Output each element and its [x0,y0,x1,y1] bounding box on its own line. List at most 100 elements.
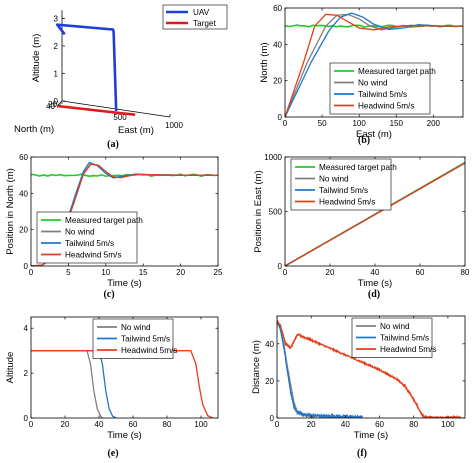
x-tick-label: 5 [66,268,71,277]
legend-entry: Measured target path [65,216,143,225]
legend-entry: Tailwind 5m/s [121,335,170,344]
x-axis-label: Time (s) [107,430,141,441]
east-tick-label: 500 [113,113,127,122]
x-tick-label: 200 [427,119,441,128]
panel-c: 0 5 10 15 20 25 0 20 40 60 Time (s) Position in Nor… [5,153,223,300]
legend-entry: Tailwind 5m/s [358,90,407,99]
legend-entry: Target [193,19,216,28]
legend: UAV Target [162,4,228,30]
panel-f: 0 20 40 60 80 100 0 20 40 Time (s) Distance (m) No … [251,315,466,459]
y-tick-label: 0 [270,414,275,423]
series-line-red [285,13,463,117]
series-line-blue [31,350,117,418]
z-tick-label: 0 [54,97,59,106]
panel-label-d: (d) [368,289,380,300]
legend-box [162,4,228,30]
legend: Measured target path No wind Tailwind 5m/s… [329,62,436,115]
y-tick-label: 0 [278,113,283,122]
x-axis-label: Time (s) [107,278,141,289]
y-tick-label: 4 [24,324,29,333]
x-axis-label: Time (s) [354,430,388,441]
east-axis-label: East (m) [118,125,154,136]
x-tick-label: 60 [129,420,138,429]
series-line-red [31,350,214,418]
x-tick-label: 0 [283,268,288,277]
x-tick-label: 15 [139,268,148,277]
y-tick-label: 0 [278,262,283,271]
series-line-gray [277,319,353,418]
legend-entry: Tailwind 5m/s [319,186,368,195]
panel-label-c: (c) [103,289,114,300]
x-tick-label: 20 [307,420,316,429]
panel-label-f: (f) [357,448,367,459]
legend: No wind Tailwind 5m/s Headwind 5m/s [351,317,436,358]
x-tick-label: 80 [409,420,418,429]
east-tick-label: 1000 [165,121,183,130]
z-tick-label: 2 [54,42,59,51]
x-tick-label: 25 [214,268,223,277]
y-axis-label: Position in East (m) [253,170,264,252]
y-tick-label: 20 [265,377,274,386]
legend-entry: Tailwind 5m/s [380,334,429,343]
x-axis-label: East (m) [356,129,392,140]
x-tick-label: 50 [318,119,327,128]
panel-d: 0 20 40 60 80 0 500 1000 Time (s) Position in Eas… [253,153,470,300]
x-tick-label: 100 [194,420,208,429]
axes-box [284,7,464,118]
y-axis-label: Altitude [5,352,16,384]
legend-entry: UAV [193,8,210,17]
y-axis-label: Position in North (m) [5,168,16,255]
x-tick-label: 20 [326,268,335,277]
y-tick-label: 40 [273,40,282,49]
series-line-blue [285,12,463,117]
panel-b: 0 50 100 150 200 0 20 40 60 East (m) North (m) Meas… [259,4,464,146]
legend-entry: No wind [65,228,95,237]
legend-entry: Headwind 5m/s [319,198,375,207]
trajectory-uav [55,23,118,112]
y-tick-label: 40 [19,189,28,198]
axes-box [30,316,219,419]
legend-entry: Measured target path [358,67,436,76]
y-tick-label: 60 [19,153,28,162]
x-axis-label: Time (s) [358,278,392,289]
y-tick-label: 20 [19,226,28,235]
legend-entry: No wind [121,323,151,332]
panel-label-b: (b) [358,135,370,146]
legend-entry: Headwind 5m/s [121,346,177,355]
north-axis-label: North (m) [14,124,54,135]
y-tick-label: 2 [24,369,29,378]
series-line-red [285,162,465,266]
x-tick-label: 0 [29,268,34,277]
x-tick-label: 40 [95,420,104,429]
series-line-blue [277,320,364,418]
z-tick-label: 1 [54,70,59,79]
legend-entry: No wind [319,175,349,184]
series-line-red [277,320,463,418]
x-tick-label: 100 [352,119,366,128]
legend-entry: Measured target path [319,163,397,172]
axes-box [276,315,466,419]
y-axis-label: Distance (m) [251,340,262,394]
x-tick-label: 150 [390,119,404,128]
z-tick-label: 3 [54,15,59,24]
y-tick-label: 0 [24,414,29,423]
north-tick-label: 20 [48,100,57,109]
y-tick-label: 40 [265,340,274,349]
legend-entry: Headwind 5m/s [380,345,436,354]
x-tick-label: 0 [275,420,280,429]
x-tick-label: 20 [61,420,70,429]
x-tick-label: 80 [461,268,470,277]
legend-entry: Tailwind 5m/s [65,239,114,248]
x-tick-label: 60 [375,420,384,429]
legend-entry: No wind [358,79,388,88]
x-tick-label: 10 [101,268,110,277]
series-line-gray [31,350,103,418]
x-tick-label: 60 [416,268,425,277]
x-tick-label: 40 [371,268,380,277]
legend-entry: Headwind 5m/s [65,251,121,260]
x-tick-label: 80 [163,420,172,429]
x-tick-label: 0 [283,119,288,128]
x-tick-label: 20 [176,268,185,277]
